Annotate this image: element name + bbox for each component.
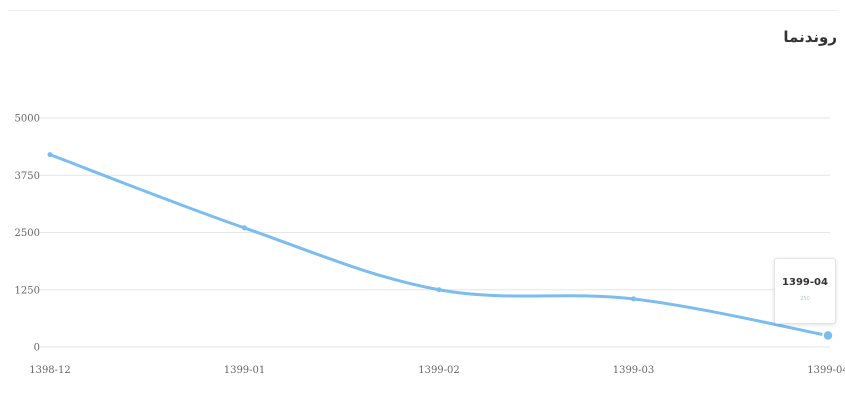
x-tick-label-1: 1399-01 [224, 365, 266, 376]
y-tick-label-2: 2500 [15, 228, 40, 239]
x-tick-label-3: 1399-03 [613, 365, 655, 376]
y-tick-label-4: 5000 [15, 114, 40, 125]
series-layer [47, 152, 834, 342]
y-tick-label-0: 0 [34, 343, 40, 354]
y-axis-ticks: 0 1250 2500 3750 5000 [15, 114, 40, 354]
x-axis-ticks: 1398-12 1399-01 1399-02 1399-03 1399-04 [29, 365, 845, 376]
y-tick-label-1: 1250 [15, 285, 40, 296]
x-tick-label-2: 1399-02 [418, 365, 460, 376]
data-tooltip: 1399-04 250 [774, 258, 836, 324]
tooltip-value: 250 [800, 296, 810, 302]
tooltip-title: 1399-04 [782, 277, 828, 288]
chart-card-title: روندنما [783, 28, 837, 46]
data-point-3 [631, 296, 636, 302]
x-tick-label-0: 1398-12 [29, 365, 71, 376]
data-point-2 [436, 287, 442, 293]
grid-lines [40, 117, 830, 348]
data-point-4 [822, 329, 834, 342]
data-point-0 [47, 152, 53, 158]
series-line-0 [48, 153, 830, 338]
top-divider [8, 10, 837, 11]
x-tick-label-4: 1399-04 [807, 365, 845, 376]
y-tick-label-3: 3750 [15, 171, 40, 182]
data-point-1 [242, 225, 247, 231]
